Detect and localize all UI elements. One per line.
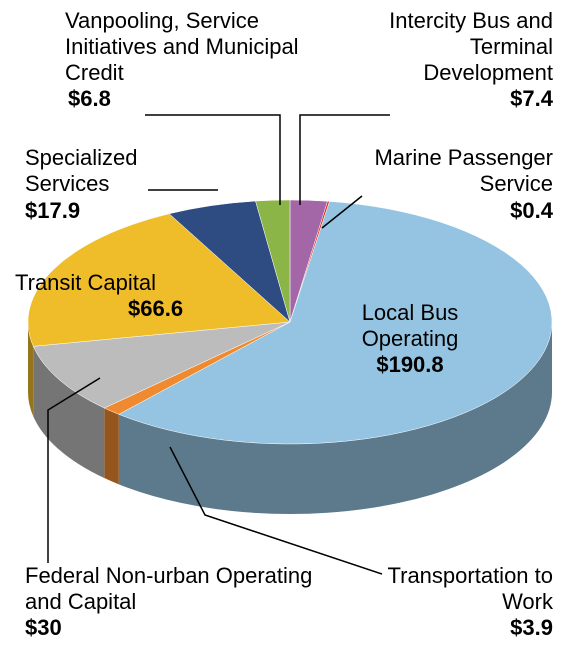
value-label: $66.6: [128, 296, 184, 321]
pie-side: [33, 346, 105, 479]
value-label: $190.8: [376, 352, 444, 377]
slice-label: Local Bus Operating: [361, 300, 459, 351]
value-label: $7.4: [510, 86, 553, 111]
pie-slice: [118, 201, 553, 445]
pie-slice: [27, 213, 291, 347]
leader-line: [299, 114, 390, 205]
pie-sides: [28, 322, 552, 514]
pie-side: [28, 322, 34, 417]
slice-label: Federal Non-urban Operating and Capital: [25, 563, 313, 614]
slice-label: Transportation to Work: [387, 563, 554, 614]
leader-line: [321, 195, 363, 229]
leader-line: [145, 114, 281, 205]
value-label: $0.4: [510, 198, 553, 223]
leader-line: [169, 446, 383, 575]
slice-label: Marine Passenger Service: [374, 145, 553, 196]
slice-label: Vanpooling, Service Initiatives and Muni…: [65, 8, 299, 85]
pie-side: [104, 408, 119, 485]
slice-label: Specialized Services: [25, 145, 138, 196]
pie-slice: [255, 199, 291, 323]
value-label: $3.9: [510, 615, 553, 640]
pie-tops: [27, 199, 553, 445]
value-label: $17.9: [25, 198, 81, 223]
slice-label: Intercity Bus and Terminal Development: [389, 8, 553, 85]
value-label: $30: [25, 615, 62, 640]
slice-label: Transit Capital: [15, 270, 157, 295]
pie-slice: [32, 321, 291, 409]
leader-line: [47, 377, 101, 563]
pie-side: [118, 322, 552, 514]
value-label: $6.8: [68, 86, 111, 111]
